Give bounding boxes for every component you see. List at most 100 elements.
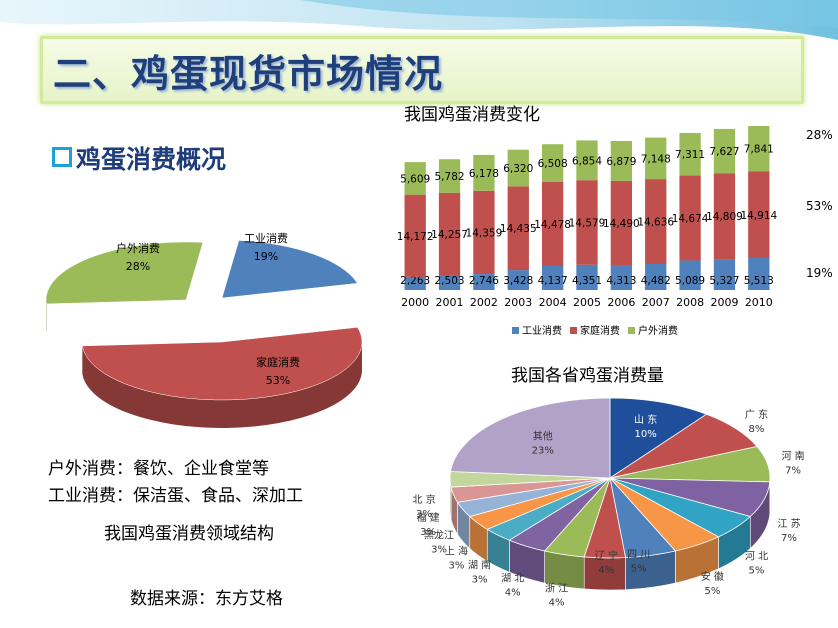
pie2-label-10: 湖 南	[468, 559, 491, 572]
bar-2-1	[438, 159, 461, 193]
title-banner: 二、鸡蛋现货市场情况	[40, 36, 804, 104]
bar-2-5	[576, 140, 598, 181]
right-label-industrial: 19%	[806, 266, 833, 280]
province-consumption-pie-chart: 山 东 10% 广 东 8% 河 南 7% 江 苏 7% 河 北 5% 安 徽 5% 四 川 5% 辽 宁 4…	[412, 397, 805, 609]
bar-2-9	[713, 128, 736, 174]
pie2-label-2: 河 南	[781, 449, 804, 462]
bar-label-2-1: 5,782	[435, 171, 465, 183]
pie2-slice-0	[609, 397, 708, 479]
bar-label-0-8: 5,089	[675, 275, 705, 287]
bar-1-9	[713, 173, 736, 260]
pie2-label-0: 山 东	[634, 413, 657, 426]
pie1-label-1: 家庭消费	[256, 355, 300, 369]
x-tick-10: 2010	[745, 296, 773, 309]
x-tick-9: 2009	[710, 296, 738, 309]
x-tick-8: 2008	[676, 296, 704, 309]
x-tick-0: 2000	[401, 296, 429, 309]
pie2-label-14: 北 京	[412, 493, 435, 506]
pie2-value-12: 3%	[431, 545, 447, 556]
bar-label-1-7: 14,636	[637, 217, 674, 229]
bar-label-2-10: 7,841	[744, 144, 774, 156]
bar-1-4	[541, 182, 564, 266]
bar-2-3	[507, 149, 529, 187]
bar-0-10	[748, 258, 770, 290]
pie2-label-13: 福 建	[417, 511, 440, 524]
bar-0-0	[404, 276, 426, 290]
pie2-label-11: 上 海	[445, 545, 468, 558]
bar-2-0	[404, 162, 426, 195]
bar-label-0-0: 2,263	[400, 275, 430, 287]
pie2-label-8: 浙 江	[545, 583, 568, 595]
bar-label-2-8: 7,311	[675, 149, 705, 161]
consumption-change-bar-chart: 2,263 14,172 5,609 2000 2,503 14,257 5,782 2001…	[392, 122, 808, 344]
pie2-value-8: 4%	[549, 598, 565, 609]
header-wave-decoration	[0, 0, 838, 40]
bar-label-1-3: 14,435	[500, 223, 537, 235]
pie2-value-14: 3%	[416, 509, 432, 520]
pie2-value-7: 4%	[598, 565, 614, 576]
section-heading: 鸡蛋消费概况	[52, 140, 226, 176]
pie2-title: 我国各省鸡蛋消费量	[511, 366, 664, 386]
bar-label-2-4: 6,508	[538, 158, 568, 170]
pie2-value-0: 10%	[635, 429, 657, 440]
pie1-label-0: 工业消费	[244, 231, 288, 245]
pie2-value-1: 8%	[749, 424, 765, 435]
bar-2-2	[473, 154, 495, 191]
bar-1-0	[404, 194, 426, 277]
pie2-value-3: 7%	[781, 533, 797, 544]
bar-label-0-5: 4,351	[572, 275, 602, 287]
bar-1-7	[645, 179, 667, 264]
bar-0-1	[438, 275, 461, 290]
pie2-value-4: 5%	[749, 566, 765, 577]
bar-0-9	[713, 259, 736, 290]
x-tick-4: 2004	[539, 296, 567, 309]
bar-2-7	[645, 137, 667, 180]
pie1-value-2: 28%	[126, 260, 150, 273]
bar-label-1-5: 14,579	[569, 217, 606, 229]
bar-2-4	[541, 144, 564, 183]
bar-label-1-8: 14,674	[672, 213, 709, 225]
legend-swatch-1	[570, 327, 577, 334]
legend-label-0: 工业消费	[522, 324, 562, 337]
bar-label-2-9: 7,627	[709, 146, 739, 158]
bar-0-4	[541, 265, 564, 290]
pie1-caption: 我国鸡蛋消费领域结构	[104, 524, 274, 544]
right-label-household: 53%	[806, 199, 833, 213]
bar-1-2	[473, 190, 495, 275]
bar-1-10	[748, 171, 770, 259]
bar-0-8	[679, 260, 701, 290]
pie2-value-15: 23%	[532, 446, 554, 457]
pie1-value-0: 19%	[254, 250, 278, 263]
legend-label-1: 家庭消费	[580, 324, 620, 337]
bar-label-1-4: 14,478	[534, 219, 571, 231]
pie2-value-10: 3%	[472, 575, 488, 586]
bar-label-1-1: 14,257	[431, 229, 468, 241]
bar-label-0-4: 4,137	[538, 275, 568, 287]
pie2-value-6: 5%	[631, 563, 647, 574]
bar-label-2-0: 5,609	[400, 173, 430, 185]
bar-1-6	[610, 180, 633, 265]
bar-1-3	[507, 186, 529, 271]
pie1-slice-0	[221, 240, 358, 299]
bar-label-0-1: 2,503	[435, 275, 465, 287]
pie2-label-6: 四 川	[627, 549, 650, 560]
pie1-slice-2	[45, 241, 204, 305]
x-tick-3: 2003	[504, 296, 532, 309]
bar-0-5	[576, 264, 598, 290]
note-outdoor: 户外消费：餐饮、企业食堂等	[48, 459, 269, 479]
bar-0-2	[473, 274, 495, 290]
x-tick-1: 2001	[436, 296, 464, 309]
bar-0-7	[645, 263, 667, 290]
bar-label-2-2: 6,178	[469, 168, 499, 180]
pie2-label-3: 江 苏	[777, 517, 800, 530]
bar-label-0-3: 3,428	[503, 275, 533, 287]
consumption-structure-pie-chart: 工业消费 19% 家庭消费 53% 户外消费 28%	[45, 231, 363, 428]
pie2-label-4: 河 北	[745, 551, 768, 563]
pie1-value-1: 53%	[266, 374, 290, 387]
pie1-slice-side-1	[82, 342, 362, 428]
bar-1-5	[576, 180, 598, 265]
pie2-value-5: 5%	[704, 586, 720, 597]
data-source: 数据来源：东方艾格	[130, 589, 283, 609]
x-tick-2: 2002	[470, 296, 498, 309]
legend-swatch-2	[628, 327, 635, 334]
